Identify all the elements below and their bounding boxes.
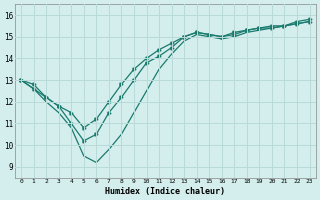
X-axis label: Humidex (Indice chaleur): Humidex (Indice chaleur) [105, 187, 225, 196]
